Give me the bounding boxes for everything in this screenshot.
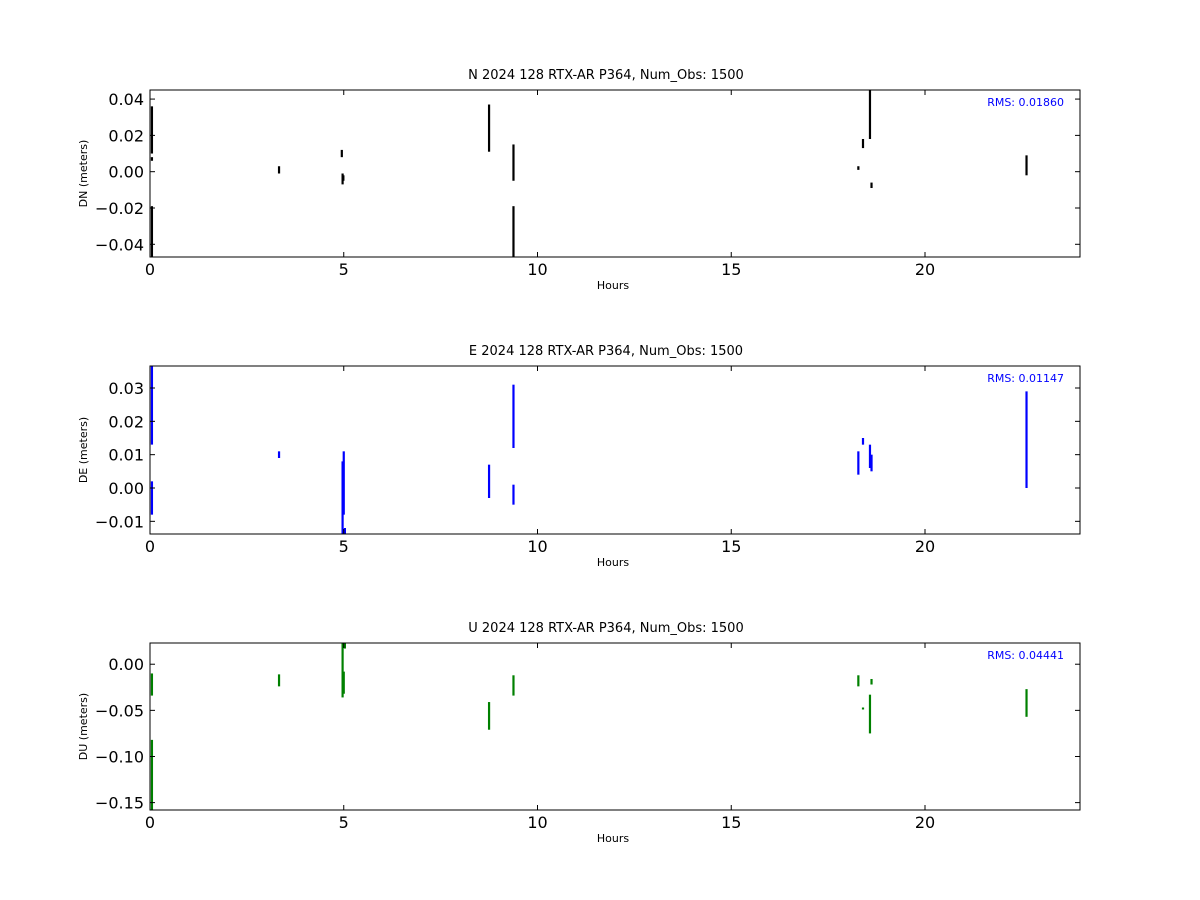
y-tick-label-u-3: 0.00 (108, 655, 144, 674)
y-tick-label-n-3: 0.02 (108, 126, 144, 145)
rms-annotation-u: RMS: 0.04441 (987, 649, 1064, 662)
series-u (150, 643, 1028, 810)
x-tick-label-n-0: 0 (145, 260, 155, 279)
y-axis-label-u: DU (meters) (77, 693, 90, 760)
y-tick-label-e-3: 0.02 (108, 412, 144, 431)
y-tick-label-e-4: 0.03 (108, 379, 144, 398)
x-tick-label-u-2: 10 (527, 813, 547, 832)
x-tick-label-n-3: 15 (721, 260, 741, 279)
y-tick-label-n-1: −0.02 (95, 199, 144, 218)
y-tick-label-u-2: −0.05 (95, 701, 144, 720)
x-tick-label-e-2: 10 (527, 537, 547, 556)
x-axis-label-n: Hours (597, 279, 629, 292)
y-tick-label-n-0: −0.04 (95, 235, 144, 254)
y-tick-label-n-2: 0.00 (108, 163, 144, 182)
x-tick-label-u-4: 20 (915, 813, 935, 832)
chart-title-u: U 2024 128 RTX-AR P364, Num_Obs: 1500 (468, 621, 743, 636)
series-e (150, 366, 1028, 534)
x-tick-label-n-1: 5 (339, 260, 349, 279)
x-axis-label-e: Hours (597, 556, 629, 569)
y-tick-label-u-0: −0.15 (95, 794, 144, 813)
plot-frame-n (149, 89, 1081, 258)
x-tick-label-u-3: 15 (721, 813, 741, 832)
x-tick-label-n-2: 10 (527, 260, 547, 279)
panel-e: 0 5 10 15 20 −0.01 0.00 0.01 0.02 0.03 E 2024 128 … (77, 344, 1081, 569)
x-tick-label-e-1: 5 (339, 537, 349, 556)
x-tick-label-n-4: 20 (915, 260, 935, 279)
panel-n: 0 5 10 15 20 −0.04 −0.02 0.00 0.02 0.04 N 2024 128… (77, 68, 1081, 292)
panel-u: 0 5 10 15 20 −0.15 −0.10 −0.05 0.00 U 2024 128 RT… (77, 621, 1081, 845)
x-tick-label-e-4: 20 (915, 537, 935, 556)
x-axis-label-u: Hours (597, 832, 629, 845)
x-tick-label-u-1: 5 (339, 813, 349, 832)
x-tick-label-e-3: 15 (721, 537, 741, 556)
y-tick-label-e-1: 0.00 (108, 479, 144, 498)
y-axis-label-e: DE (meters) (77, 417, 90, 483)
y-axis-label-n: DN (meters) (77, 140, 90, 208)
plot-frame-u (149, 642, 1081, 811)
series-n (150, 90, 1028, 257)
y-tick-label-u-1: −0.10 (95, 747, 144, 766)
y-tick-label-n-4: 0.04 (108, 90, 144, 109)
chart-title-n: N 2024 128 RTX-AR P364, Num_Obs: 1500 (468, 68, 744, 83)
y-tick-label-e-2: 0.01 (108, 446, 144, 465)
plot-frame-e (149, 365, 1081, 535)
x-tick-label-e-0: 0 (145, 537, 155, 556)
chart-title-e: E 2024 128 RTX-AR P364, Num_Obs: 1500 (469, 344, 743, 359)
x-tick-label-u-0: 0 (145, 813, 155, 832)
rms-annotation-n: RMS: 0.01860 (987, 96, 1064, 109)
y-tick-label-e-0: −0.01 (95, 512, 144, 531)
rms-annotation-e: RMS: 0.01147 (987, 372, 1064, 385)
